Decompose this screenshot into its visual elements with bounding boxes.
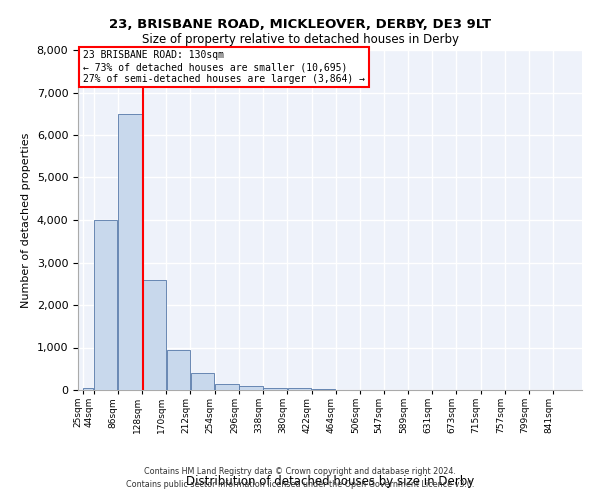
- Bar: [287, 388, 311, 390]
- Bar: [312, 388, 335, 390]
- Text: Size of property relative to detached houses in Derby: Size of property relative to detached ho…: [142, 32, 458, 46]
- Bar: [142, 280, 166, 390]
- Bar: [94, 220, 118, 390]
- Text: Contains HM Land Registry data © Crown copyright and database right 2024.
Contai: Contains HM Land Registry data © Crown c…: [126, 468, 474, 489]
- Text: 23, BRISBANE ROAD, MICKLEOVER, DERBY, DE3 9LT: 23, BRISBANE ROAD, MICKLEOVER, DERBY, DE…: [109, 18, 491, 30]
- Bar: [118, 114, 142, 390]
- Y-axis label: Number of detached properties: Number of detached properties: [21, 132, 31, 308]
- Bar: [263, 388, 287, 390]
- Bar: [167, 350, 190, 390]
- Bar: [83, 388, 94, 390]
- Bar: [191, 373, 214, 390]
- X-axis label: Distribution of detached houses by size in Derby: Distribution of detached houses by size …: [186, 475, 474, 488]
- Text: 23 BRISBANE ROAD: 130sqm
← 73% of detached houses are smaller (10,695)
27% of se: 23 BRISBANE ROAD: 130sqm ← 73% of detach…: [83, 50, 365, 84]
- Bar: [215, 384, 239, 390]
- Bar: [239, 386, 263, 390]
